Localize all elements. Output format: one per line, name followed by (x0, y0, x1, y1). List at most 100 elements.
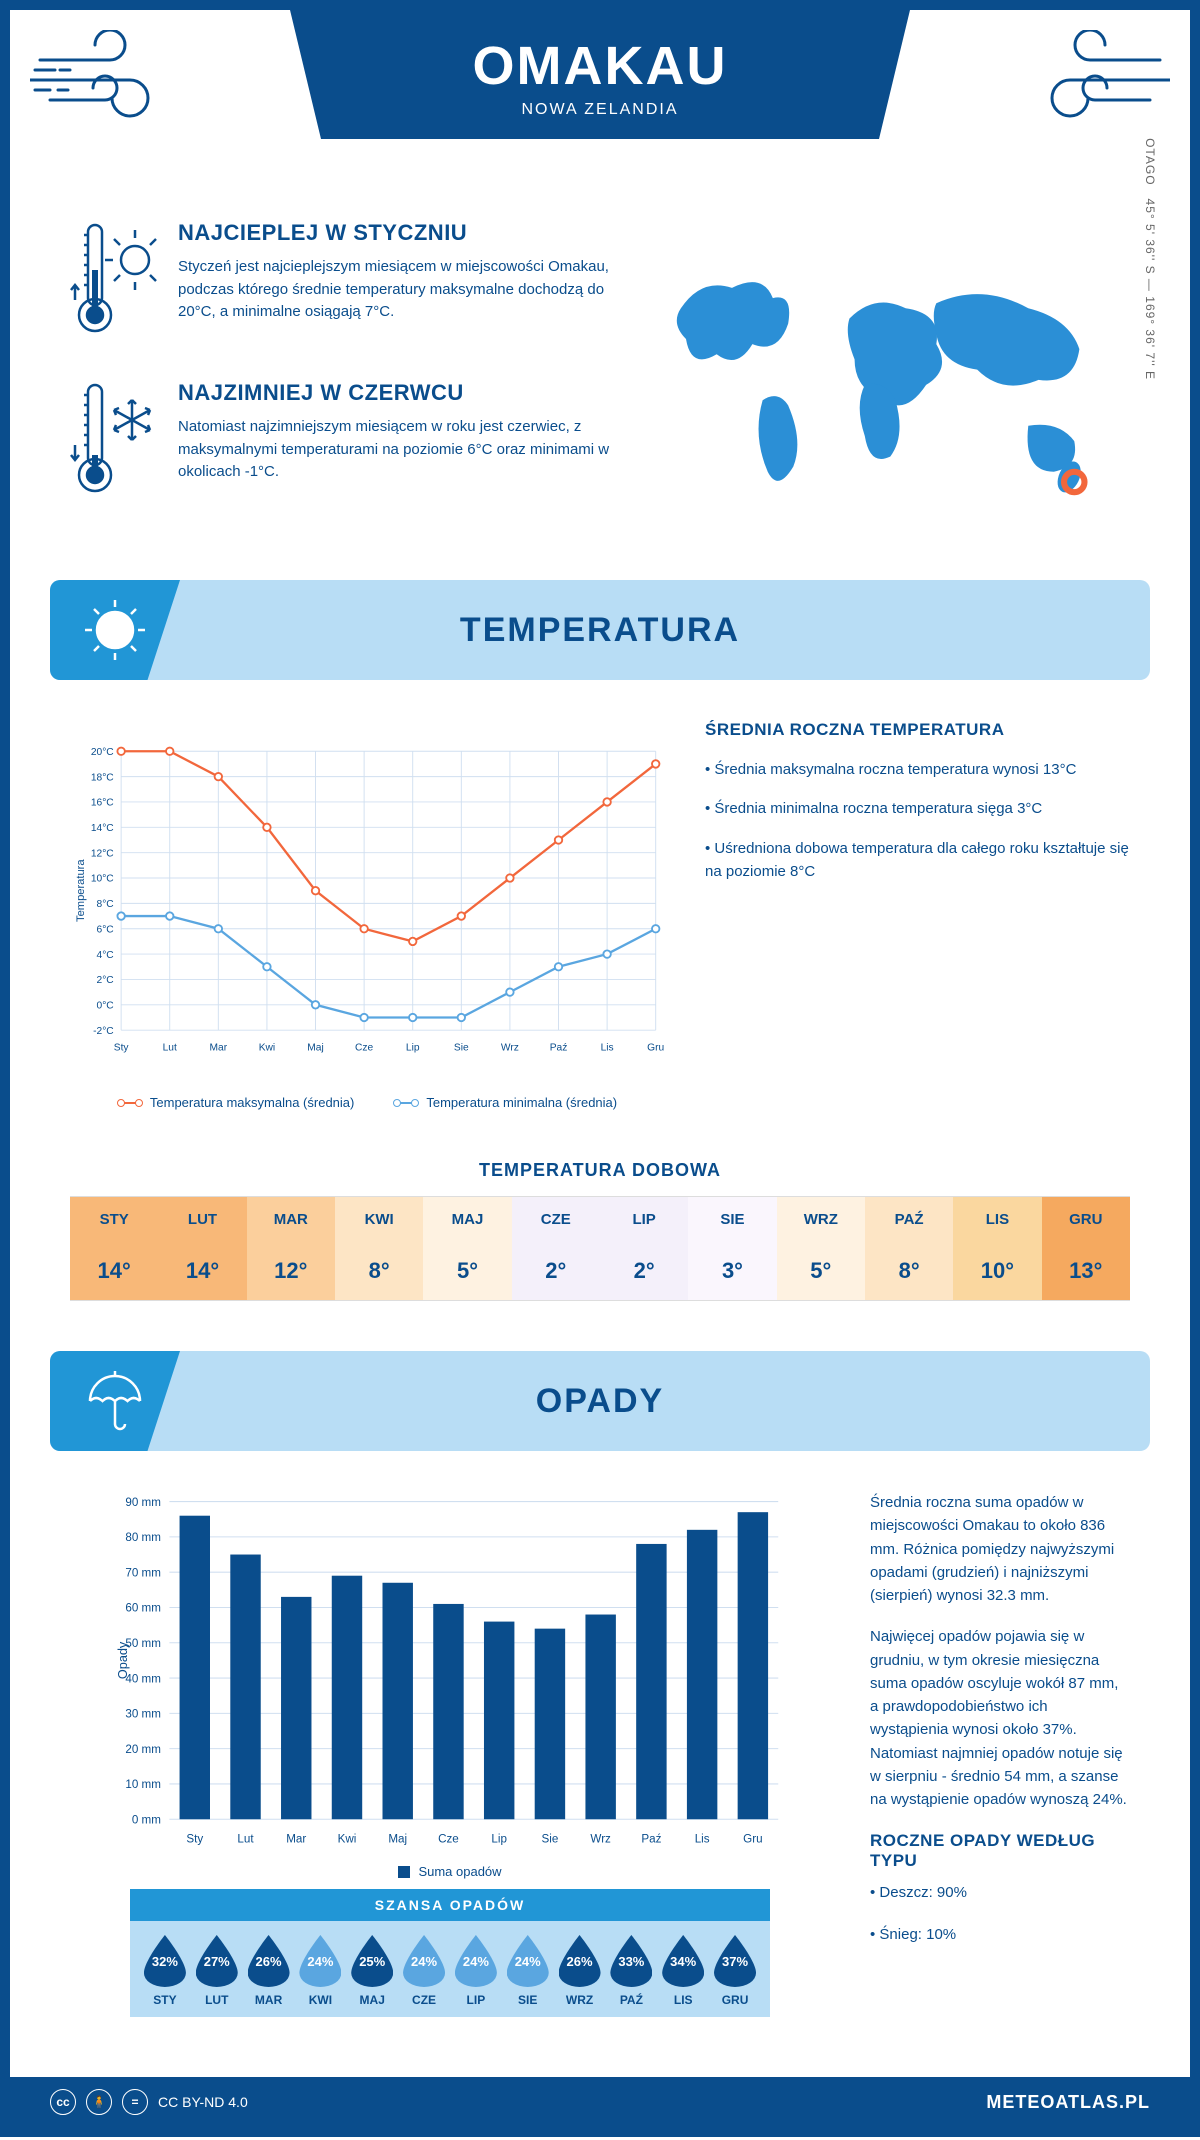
daily-temp-month: WRZ (777, 1197, 865, 1242)
svg-text:Maj: Maj (307, 1043, 323, 1054)
daily-temp-month: LIS (953, 1197, 1041, 1242)
chance-month: LIS (658, 1993, 708, 2007)
daily-temp-cell: SIE3° (688, 1197, 776, 1300)
temperature-banner: TEMPERATURA (50, 580, 1150, 680)
coldest-text: Natomiast najzimniejszym miesiącem w rok… (178, 416, 610, 484)
footer-site: METEOATLAS.PL (986, 2092, 1150, 2113)
temp-info-point: • Średnia maksymalna roczna temperatura … (705, 758, 1130, 781)
svg-text:18°C: 18°C (91, 772, 114, 783)
chance-cell: 24% KWI (295, 1935, 345, 2007)
svg-text:Paź: Paź (641, 1833, 661, 1846)
daily-temp-cell: PAŹ8° (865, 1197, 953, 1300)
daily-temp-value: 5° (423, 1242, 511, 1300)
chance-cell: 37% GRU (710, 1935, 760, 2007)
rain-drop-icon: 26% (559, 1935, 601, 1987)
temperature-legend: Temperatura maksymalna (średnia) Tempera… (70, 1095, 665, 1110)
daily-temp-value: 10° (953, 1242, 1041, 1300)
svg-text:Maj: Maj (388, 1833, 407, 1846)
daily-temp-cell: STY14° (70, 1197, 158, 1300)
svg-text:Wrz: Wrz (501, 1043, 519, 1054)
warmest-fact: NAJCIEPLEJ W STYCZNIU Styczeń jest najci… (70, 220, 610, 345)
legend-max-label: Temperatura maksymalna (średnia) (150, 1095, 354, 1110)
daily-temp-cell: MAJ5° (423, 1197, 511, 1300)
chance-month: MAR (244, 1993, 294, 2007)
chance-cell: 32% STY (140, 1935, 190, 2007)
daily-temp-cell: LIP2° (600, 1197, 688, 1300)
chance-month: SIE (503, 1993, 553, 2007)
thermometer-sun-icon (70, 220, 160, 345)
chance-cell: 33% PAŹ (606, 1935, 656, 2007)
precipitation-banner: OPADY (50, 1351, 1150, 1451)
svg-text:Opady: Opady (116, 1641, 130, 1679)
chance-month: KWI (295, 1993, 345, 2007)
chance-cell: 26%WRZ (555, 1935, 605, 2007)
svg-text:90 mm: 90 mm (125, 1496, 161, 1509)
rain-drop-icon: 37% (714, 1935, 756, 1987)
chance-cell: 34%LIS (658, 1935, 708, 2007)
svg-text:Gru: Gru (647, 1043, 664, 1054)
chance-month: CZE (399, 1993, 449, 2007)
daily-temp-value: 12° (247, 1242, 335, 1300)
svg-text:60 mm: 60 mm (125, 1602, 161, 1615)
svg-text:20 mm: 20 mm (125, 1743, 161, 1756)
daily-temp-value: 2° (600, 1242, 688, 1300)
temp-info-title: ŚREDNIA ROCZNA TEMPERATURA (705, 720, 1130, 740)
daily-temp-value: 14° (70, 1242, 158, 1300)
daily-temp-value: 2° (512, 1242, 600, 1300)
thermometer-snow-icon (70, 380, 160, 505)
chance-month: LIP (451, 1993, 501, 2007)
precip-type-point: • Deszcz: 90% (870, 1881, 1130, 1904)
warmest-text: Styczeń jest najcieplejszym miesiącem w … (178, 256, 610, 324)
svg-text:Sty: Sty (114, 1043, 130, 1054)
svg-text:50 mm: 50 mm (125, 1637, 161, 1650)
svg-text:Lut: Lut (237, 1833, 254, 1846)
svg-text:Mar: Mar (286, 1833, 306, 1846)
rain-drop-icon: 24% (403, 1935, 445, 1987)
temperature-chart-wrap: -2°C0°C2°C4°C6°C8°C10°C12°C14°C16°C18°C2… (70, 720, 665, 1110)
chance-month: GRU (710, 1993, 760, 2007)
daily-temp-cell: WRZ5° (777, 1197, 865, 1300)
page-frame: OMAKAU NOWA ZELANDIA (0, 0, 1200, 2137)
daily-temp-cell: KWI8° (335, 1197, 423, 1300)
page-title: OMAKAU (390, 35, 810, 97)
precipitation-title: OPADY (50, 1382, 1150, 1421)
rain-drop-icon: 33% (610, 1935, 652, 1987)
footer: cc 🧍 = CC BY-ND 4.0 METEOATLAS.PL (10, 2077, 1190, 2127)
rain-drop-icon: 27% (196, 1935, 238, 1987)
temperature-info: ŚREDNIA ROCZNA TEMPERATURA • Średnia mak… (705, 720, 1130, 1110)
daily-temp-month: LUT (158, 1197, 246, 1242)
chance-cell: 24% CZE (399, 1935, 449, 2007)
precip-legend-label: Suma opadów (418, 1864, 501, 1879)
daily-temp-title: TEMPERATURA DOBOWA (10, 1160, 1190, 1181)
coordinates: OTAGO 45° 5' 36'' S — 169° 36' 7'' E (1143, 138, 1157, 380)
svg-text:Lis: Lis (695, 1833, 710, 1846)
rain-drop-icon: 24% (299, 1935, 341, 1987)
world-map-block: OTAGO 45° 5' 36'' S — 169° 36' 7'' E (640, 220, 1130, 540)
daily-temp-month: KWI (335, 1197, 423, 1242)
wind-icon (1010, 30, 1170, 130)
footer-license: cc 🧍 = CC BY-ND 4.0 (50, 2089, 248, 2115)
rain-drop-icon: 26% (248, 1935, 290, 1987)
svg-text:14°C: 14°C (91, 823, 114, 834)
chance-cell: 27% LUT (192, 1935, 242, 2007)
coldest-title: NAJZIMNIEJ W CZERWCU (178, 380, 610, 406)
daily-temp-value: 5° (777, 1242, 865, 1300)
daily-temp-month: MAJ (423, 1197, 511, 1242)
daily-temp-table: STY14°LUT14°MAR12°KWI8°MAJ5°CZE2°LIP2°SI… (70, 1196, 1130, 1301)
svg-text:Wrz: Wrz (590, 1833, 611, 1846)
svg-text:Cze: Cze (438, 1833, 459, 1846)
temp-info-point: • Uśredniona dobowa temperatura dla całe… (705, 837, 1130, 884)
svg-text:Lis: Lis (601, 1043, 614, 1054)
daily-temp-value: 8° (865, 1242, 953, 1300)
svg-text:2°C: 2°C (97, 975, 114, 986)
rain-drop-icon: 32% (144, 1935, 186, 1987)
daily-temp-month: MAR (247, 1197, 335, 1242)
license-text: CC BY-ND 4.0 (158, 2094, 248, 2110)
chance-month: STY (140, 1993, 190, 2007)
warmest-title: NAJCIEPLEJ W STYCZNIU (178, 220, 610, 246)
chance-month: LUT (192, 1993, 242, 2007)
rain-drop-icon: 25% (351, 1935, 393, 1987)
svg-text:4°C: 4°C (97, 950, 114, 961)
chance-month: PAŹ (606, 1993, 656, 2007)
daily-temp-cell: LIS10° (953, 1197, 1041, 1300)
